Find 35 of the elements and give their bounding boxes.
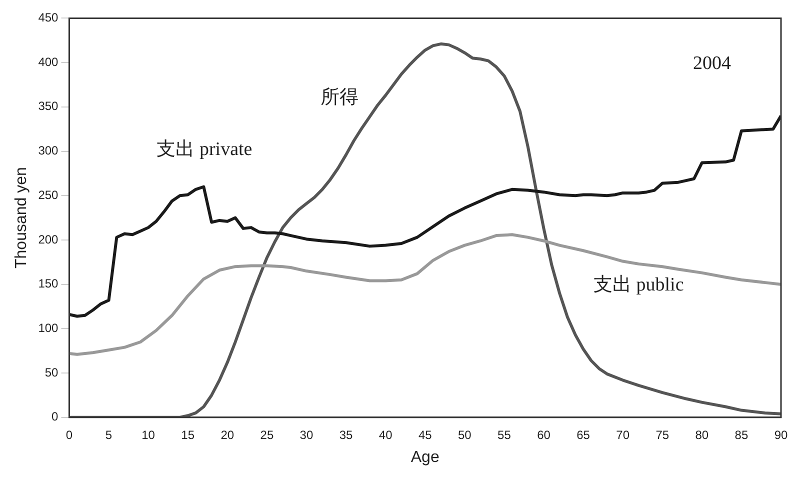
x-tick-label: 40 xyxy=(378,428,393,442)
x-tick-label: 70 xyxy=(616,428,630,442)
y-axis-title: Thousand yen xyxy=(13,167,30,269)
x-tick-label: 25 xyxy=(260,428,274,442)
x-tick-label: 55 xyxy=(498,428,512,442)
x-tick-label: 75 xyxy=(656,428,670,442)
y-tick-label: 0 xyxy=(52,410,59,424)
y-tick-label: 450 xyxy=(38,10,59,25)
y-tick-label: 100 xyxy=(38,321,59,335)
x-tick-label: 90 xyxy=(774,428,788,442)
y-tick-label: 50 xyxy=(44,365,59,380)
y-tick-label: 400 xyxy=(38,54,59,69)
y-tick-label: 350 xyxy=(38,99,59,114)
x-tick-label: 85 xyxy=(734,428,748,442)
y-tick-label: 200 xyxy=(38,232,59,246)
x-tick-label: 0 xyxy=(66,428,73,442)
series-label: 支出 public xyxy=(594,274,684,296)
x-tick-label: 80 xyxy=(695,428,709,442)
y-tick-label: 250 xyxy=(38,188,59,202)
x-tick-label: 50 xyxy=(458,428,472,442)
x-tick-label: 15 xyxy=(181,428,195,442)
x-tick-label: 10 xyxy=(142,428,156,442)
annotation: 2004 xyxy=(693,53,732,74)
x-tick-label: 35 xyxy=(339,428,354,442)
x-tick-label: 60 xyxy=(537,428,551,442)
x-tick-label: 65 xyxy=(576,428,590,442)
x-tick-label: 20 xyxy=(220,428,234,442)
x-tick-label: 30 xyxy=(300,428,314,442)
x-axis-title: Age xyxy=(410,448,440,466)
y-tick-label: 300 xyxy=(38,144,59,158)
y-tick-label: 150 xyxy=(38,276,59,291)
series-label: 支出 private xyxy=(156,138,252,160)
x-tick-label: 5 xyxy=(105,428,112,442)
x-tick-label: 45 xyxy=(418,428,432,442)
series-label: 所得 xyxy=(320,87,359,108)
